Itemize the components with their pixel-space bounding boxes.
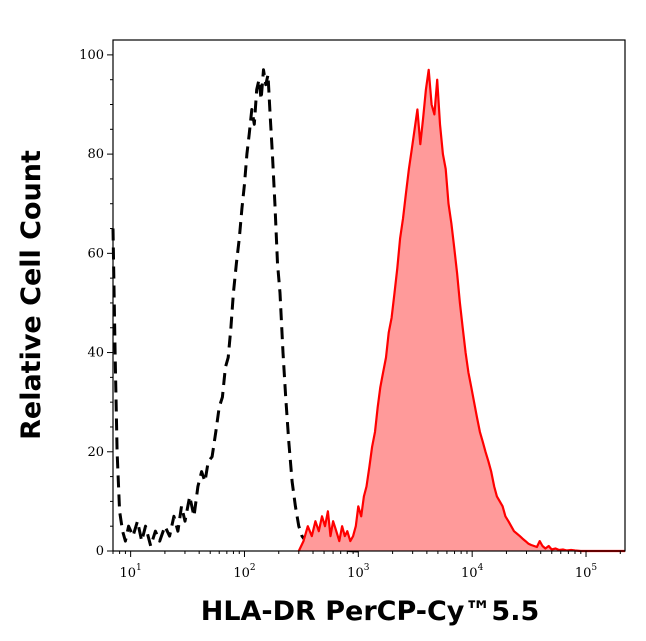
x-tick-exponent: 5 [591,563,597,573]
x-tick-exponent: 4 [478,563,484,573]
series-layer [111,68,625,553]
x-tick-label: 102 [233,563,255,581]
x-axis-title: HLA-DR PerCP-Cy™5.5 [201,596,540,627]
series-1-line [297,68,625,553]
y-tick-label: 20 [87,445,104,460]
plot-frame [112,39,626,552]
series-0-line [111,68,359,553]
x-tick-label: 104 [461,563,484,581]
x-tick-exponent: 3 [364,563,370,573]
y-tick-label: 0 [96,544,104,559]
y-tick-label: 60 [87,246,104,261]
series-1-fill [298,69,625,552]
y-axis-title: Relative Cell Count [16,150,47,440]
y-tick-label: 80 [87,147,104,162]
x-tick-exponent: 2 [250,563,256,573]
x-tick-exponent: 1 [136,563,142,573]
x-tick-label: 103 [347,563,370,581]
y-tick-label: 100 [79,48,104,63]
x-tick-label: 105 [575,563,598,581]
ticks-layer: 0 20 40 60 80 100 101 102 103 104 105 [79,48,621,581]
y-tick-label: 40 [87,346,104,361]
x-tick-label: 101 [119,563,141,581]
